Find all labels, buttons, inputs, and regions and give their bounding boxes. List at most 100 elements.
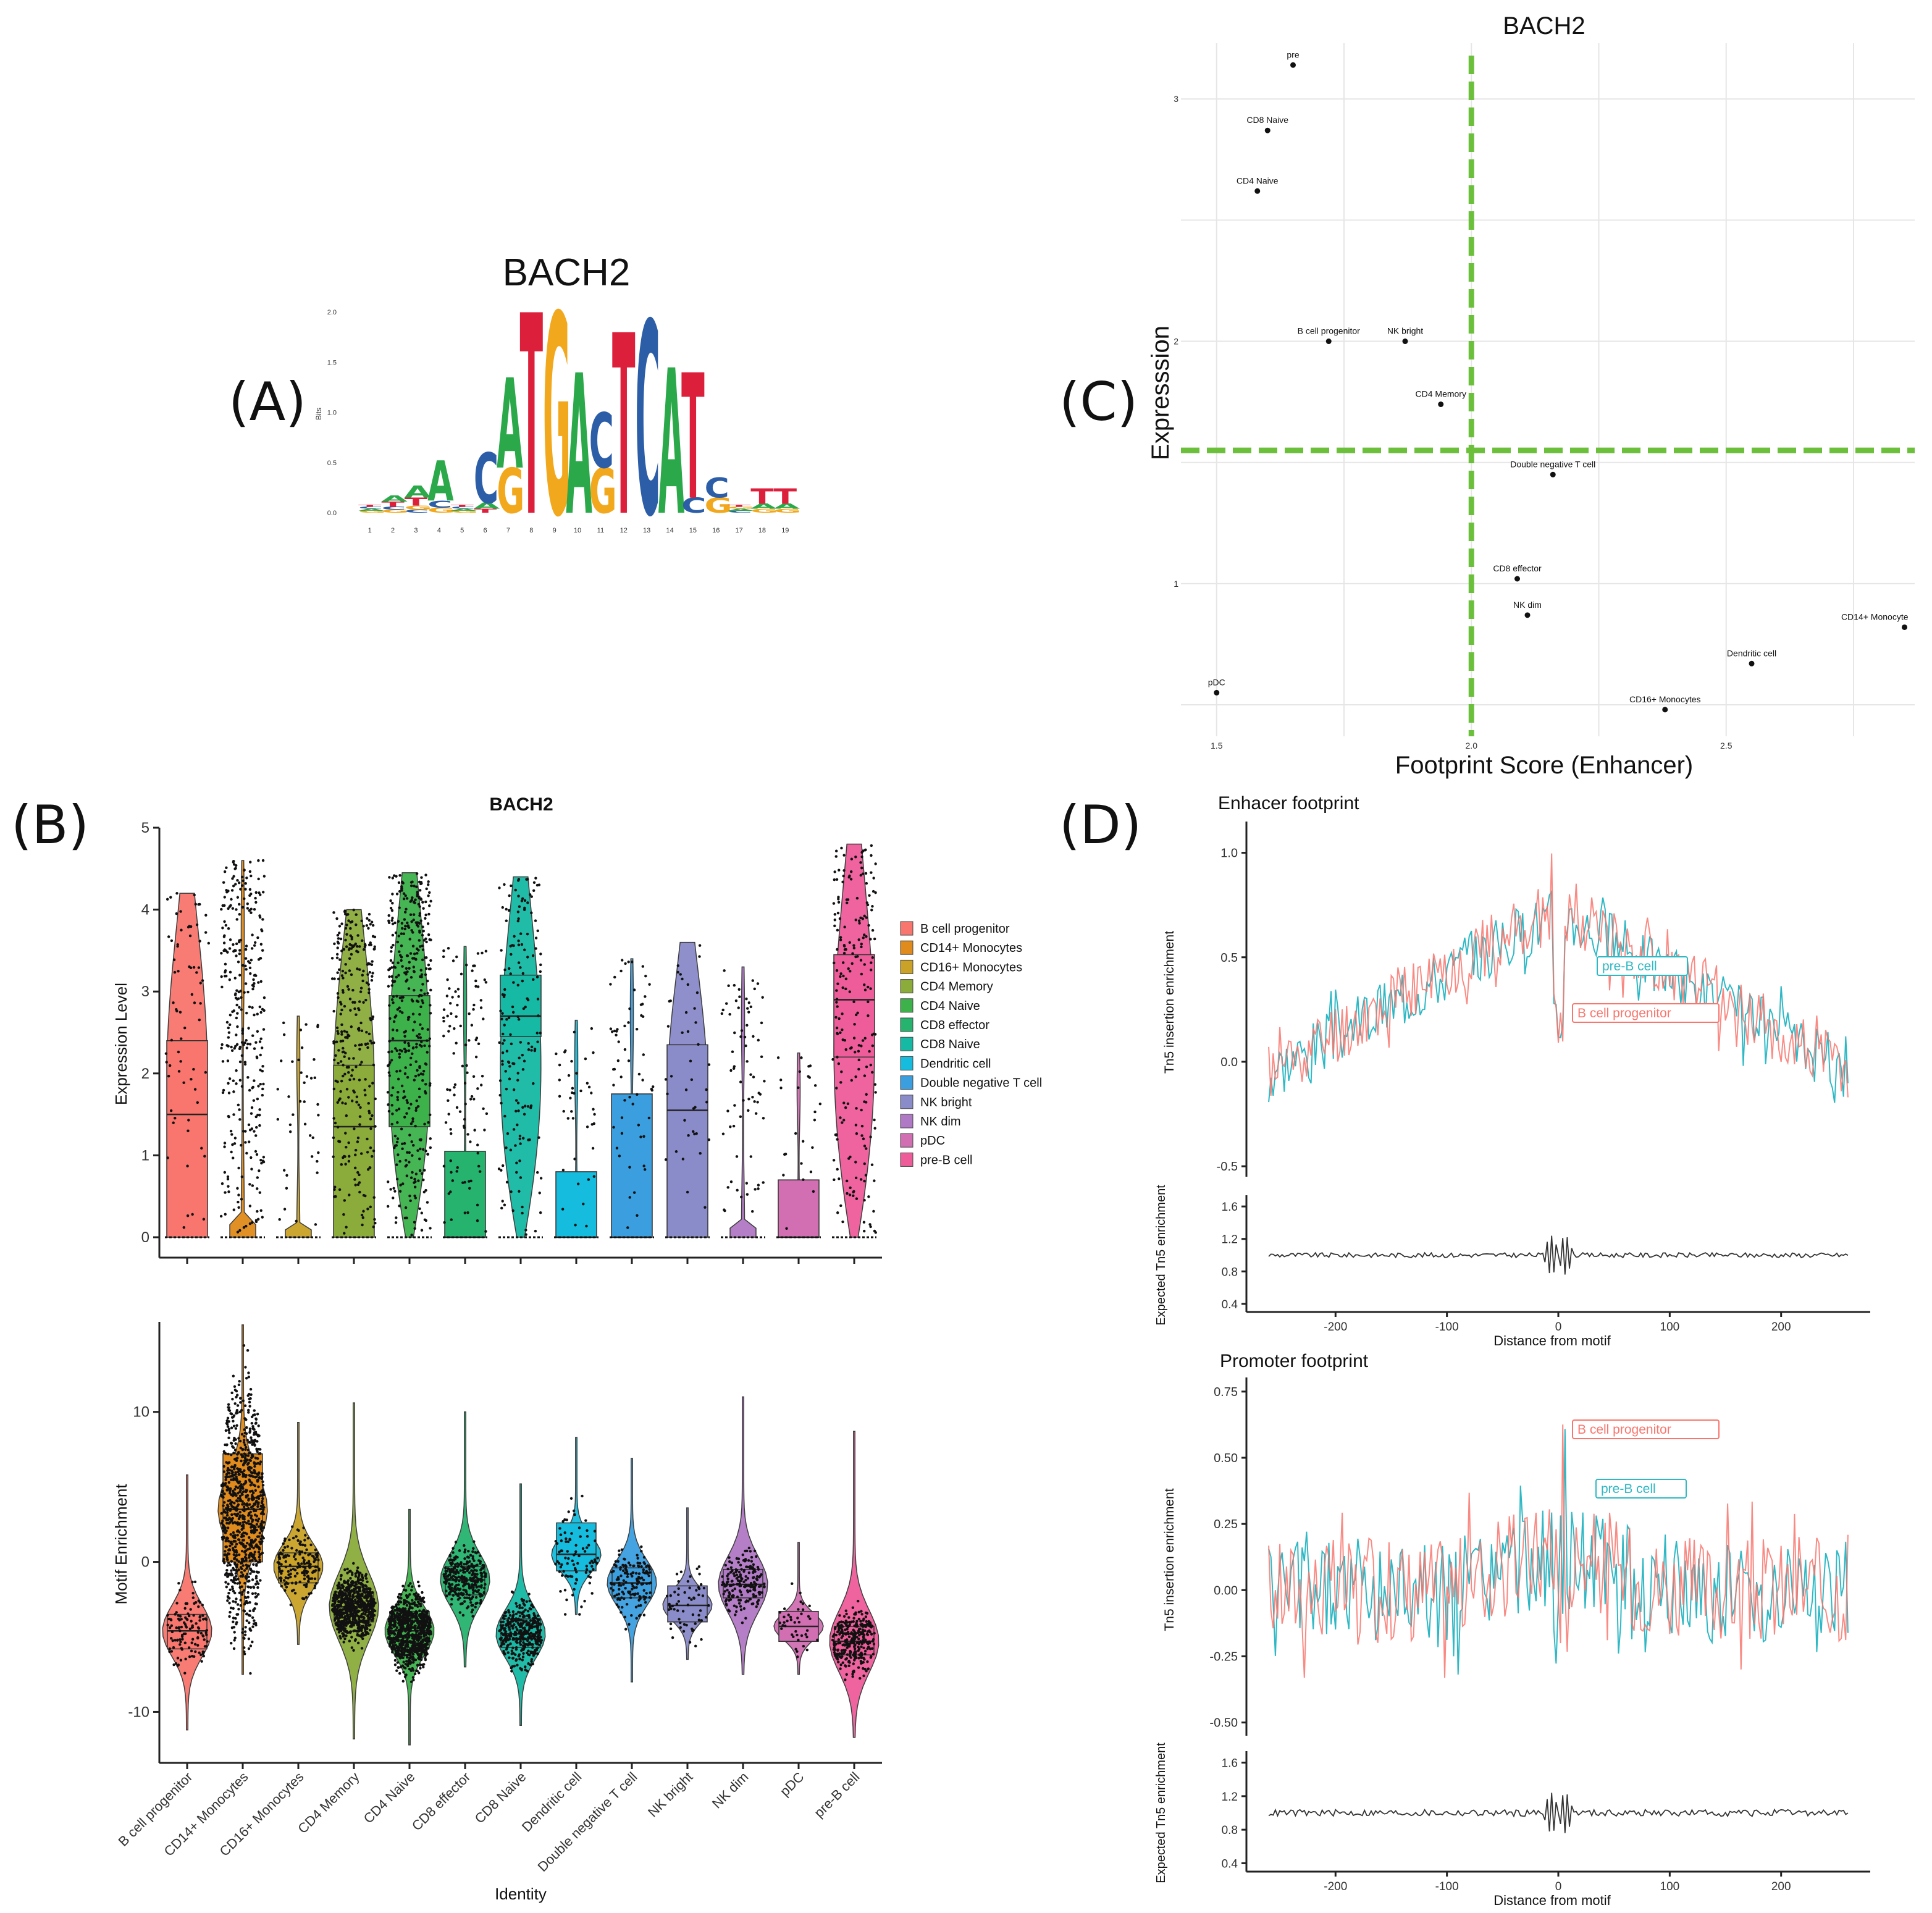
motif-point	[253, 1465, 256, 1468]
expr-ytick: 4	[141, 902, 149, 919]
motif-point	[256, 1413, 259, 1416]
motif-point	[232, 1557, 236, 1561]
expr-point	[345, 1066, 349, 1069]
motif-point	[407, 1584, 410, 1587]
expr-point	[447, 946, 450, 950]
expr-point	[363, 1088, 366, 1092]
expr-point	[862, 1221, 866, 1224]
expr-point	[373, 948, 376, 951]
expr-point	[498, 886, 501, 889]
expr-point	[406, 1018, 410, 1021]
motif-point	[360, 1633, 363, 1636]
motif-point	[183, 1607, 187, 1610]
motif-point	[285, 1586, 288, 1589]
expr-point	[743, 1035, 747, 1039]
expr-point	[562, 1109, 565, 1113]
motif-point	[261, 1552, 264, 1555]
motif-point	[250, 1421, 254, 1425]
motif-point	[259, 1579, 262, 1582]
expr-point	[230, 889, 234, 892]
motif-point	[448, 1573, 452, 1576]
motif-point	[245, 1563, 248, 1566]
motif-point	[257, 1495, 261, 1498]
motif-point	[198, 1619, 201, 1622]
panel-a-sequence-logo: BACH2 Bits 0.00.51.01.52.0GACT1GCTA2CGTA…	[314, 251, 802, 578]
expr-point	[333, 1188, 336, 1192]
expr-point	[347, 919, 350, 922]
motif-point	[421, 1610, 424, 1613]
legend-label-12: pDC	[920, 1134, 945, 1148]
motif-point	[249, 1484, 253, 1487]
expr-point	[469, 1098, 472, 1101]
expr-point	[864, 1101, 868, 1104]
expr-point	[169, 1109, 173, 1112]
motif-point	[399, 1633, 402, 1636]
expr-point	[413, 1020, 416, 1024]
expr-point	[620, 1132, 624, 1135]
expr-point	[842, 944, 846, 947]
expr-point	[874, 891, 877, 894]
expr-point	[341, 1040, 345, 1043]
expr-point	[421, 944, 424, 948]
motif-point	[196, 1626, 200, 1629]
expr-point	[842, 1119, 846, 1122]
expr-point	[409, 1063, 413, 1067]
expr-point	[358, 1173, 361, 1177]
expr-point	[344, 927, 348, 930]
motif-point	[468, 1560, 471, 1563]
expr-point	[609, 983, 612, 986]
expr-point	[844, 977, 848, 980]
expr-point	[785, 1227, 788, 1230]
motif-point	[410, 1622, 414, 1626]
motif-point	[337, 1613, 341, 1616]
expr-point	[392, 1187, 395, 1190]
motif-point	[249, 1387, 253, 1391]
expr-point	[874, 1231, 877, 1234]
motif-point	[403, 1648, 406, 1651]
motif-point	[390, 1613, 393, 1617]
expr-point	[400, 944, 403, 948]
expr-point	[227, 1185, 230, 1188]
motif-point	[242, 1524, 245, 1528]
expr-point	[410, 1234, 413, 1237]
motif-point	[364, 1621, 368, 1625]
motif-point	[239, 1401, 242, 1404]
motif-point	[351, 1573, 354, 1576]
expr-point	[449, 1190, 452, 1193]
expr-point	[232, 875, 235, 878]
motif-point	[334, 1617, 337, 1620]
motif-point	[248, 1392, 251, 1396]
expr-point	[367, 1102, 370, 1105]
motif-point	[422, 1612, 425, 1615]
expr-point	[404, 925, 407, 928]
motif-point	[191, 1638, 195, 1641]
expr-violin-11	[729, 966, 757, 1238]
expr-point	[747, 1001, 750, 1004]
expr-point	[224, 1191, 227, 1194]
expr-box-6	[444, 1151, 486, 1238]
expr-point	[483, 1129, 486, 1132]
expr-point	[848, 1193, 852, 1196]
expr-point	[539, 952, 542, 956]
motif-point	[235, 1459, 238, 1462]
motif-point	[255, 1475, 258, 1478]
motif-point	[300, 1562, 303, 1565]
expr-point	[175, 1007, 178, 1011]
motif-point	[250, 1505, 253, 1509]
expr-point	[484, 949, 488, 953]
motif-point	[422, 1628, 425, 1631]
motif-point	[247, 1647, 251, 1650]
motif-point	[400, 1592, 403, 1596]
expr-point	[516, 1123, 519, 1127]
motif-point	[228, 1431, 231, 1434]
expr-point	[809, 1171, 813, 1174]
expr-point	[202, 1217, 206, 1221]
expr-point	[248, 1043, 252, 1046]
motif-point	[290, 1547, 293, 1550]
expr-point	[242, 879, 245, 883]
expr-point	[514, 1109, 518, 1112]
expr-point	[757, 1187, 760, 1190]
expr-point	[836, 982, 839, 985]
motif-point	[339, 1600, 343, 1604]
expr-point	[687, 1134, 690, 1137]
